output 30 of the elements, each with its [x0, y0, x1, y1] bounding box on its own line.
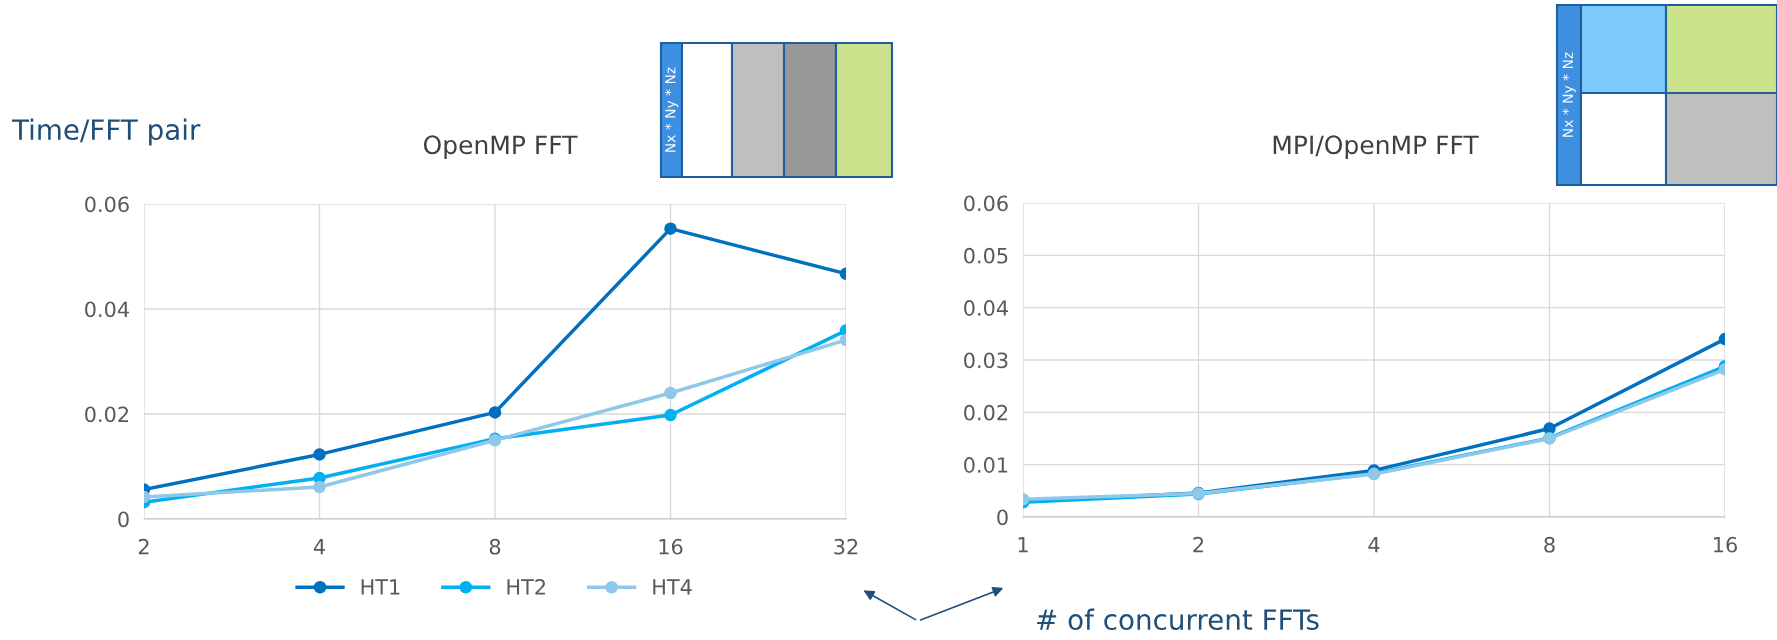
y-tick-label: 0.04	[85, 301, 129, 318]
y-axis-title: Time/FFT pair	[11, 118, 201, 146]
x-tick-label: 8	[1544, 536, 1555, 553]
legend-label: HT4	[653, 579, 692, 595]
x-tick-label: 8	[489, 538, 501, 555]
x-tick-label: 4	[313, 539, 325, 555]
y-tick-label: 0.02	[964, 404, 1008, 421]
y-tick-label: 0.03	[964, 352, 1008, 369]
y-tick-label: 0.02	[85, 406, 129, 423]
legend-label: HT1	[361, 579, 400, 595]
y-tick-label: 0	[118, 511, 129, 528]
x-tick-label: 16	[659, 538, 683, 555]
y-tick-label: 0.05	[964, 247, 1008, 264]
text: Nx * Ny * Nz	[665, 67, 679, 152]
x-axis-title: # of concurrent FFTs	[1037, 608, 1319, 631]
x-tick-label: 2	[1193, 536, 1204, 553]
y-tick-label: 0.06	[964, 195, 1008, 212]
x-tick-label: 1	[1018, 537, 1028, 553]
chart-title: MPI/OpenMP FFT	[1273, 135, 1479, 160]
chart-title: OpenMP FFT	[423, 135, 578, 160]
y-tick-label: 0.06	[85, 196, 129, 213]
y-tick-label: 0	[997, 509, 1008, 526]
text: Nx * Ny * Nz	[1562, 52, 1576, 137]
x-tick-label: 16	[1714, 536, 1737, 553]
x-tick-label: 32	[834, 538, 858, 555]
y-tick-label: 0.01	[964, 457, 1008, 473]
legend-label: HT2	[507, 579, 545, 595]
x-tick-label: 4	[1368, 537, 1380, 553]
y-tick-label: 0.04	[964, 300, 1008, 316]
x-tick-label: 2	[138, 538, 149, 555]
